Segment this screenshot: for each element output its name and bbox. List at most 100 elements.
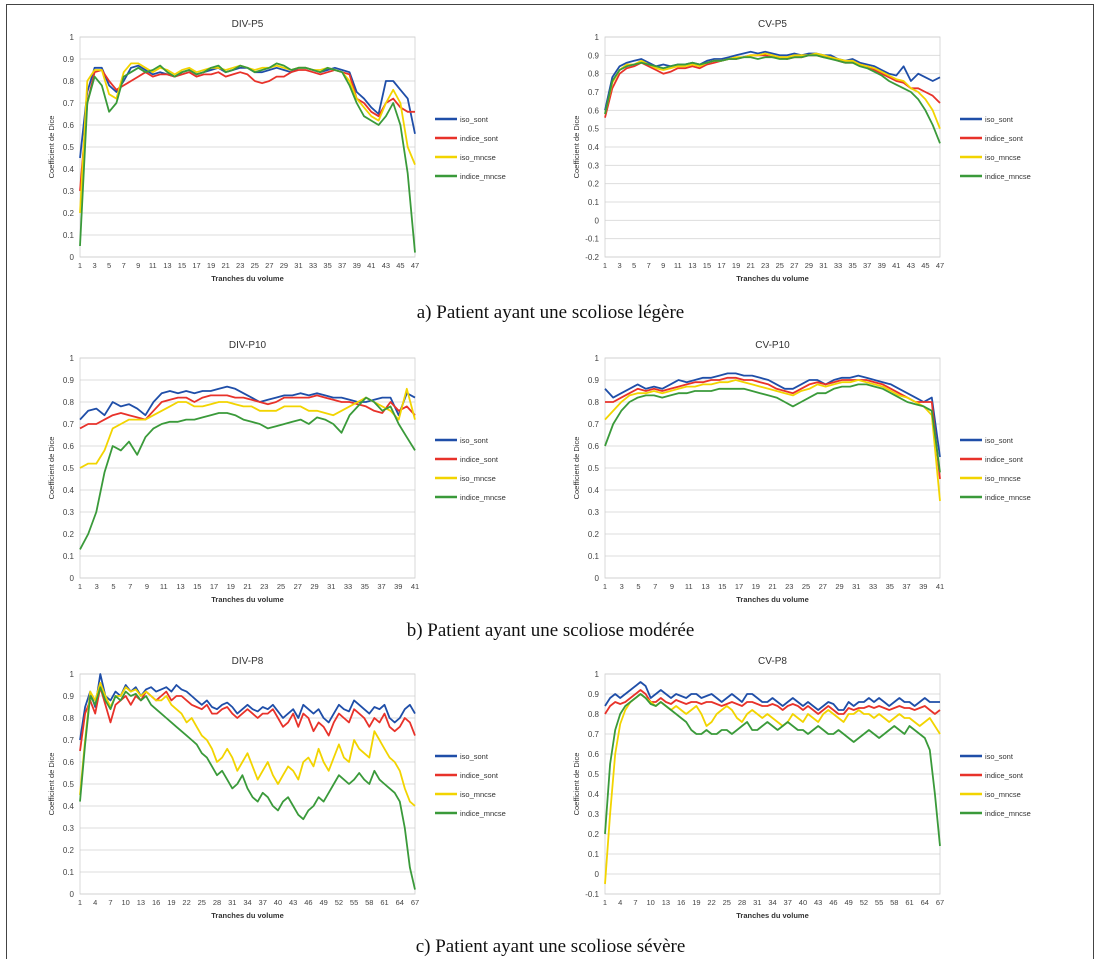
x-tick-label: 23 bbox=[785, 582, 793, 591]
y-tick-label: 0.4 bbox=[588, 486, 600, 495]
y-tick-label: 0.6 bbox=[588, 442, 600, 451]
x-tick-label: 52 bbox=[860, 898, 868, 907]
series-line-2 bbox=[79, 686, 416, 752]
series-line-3 bbox=[604, 693, 941, 885]
legend-label: iso_mncse bbox=[460, 153, 496, 162]
legend-label: indice_sont bbox=[460, 771, 499, 780]
series-line-1 bbox=[79, 673, 416, 741]
x-tick-label: 67 bbox=[936, 898, 944, 907]
x-tick-label: 41 bbox=[411, 582, 419, 591]
y-tick-label: 0.9 bbox=[588, 690, 600, 699]
y-tick-label: 0.1 bbox=[63, 231, 75, 240]
series-line-3 bbox=[79, 387, 416, 469]
plot-area bbox=[604, 36, 941, 258]
plot-area bbox=[79, 36, 416, 258]
x-tick-label: 46 bbox=[829, 898, 837, 907]
y-tick-label: 0.5 bbox=[588, 464, 600, 473]
chart-svg: 00.10.20.30.40.50.60.70.80.911 3 5 7 9 11 13 15… bbox=[572, 340, 1031, 604]
y-tick-label: 0.8 bbox=[63, 398, 75, 407]
x-tick-label: 13 bbox=[137, 898, 145, 907]
y-tick-label: 0.5 bbox=[588, 770, 600, 779]
y-tick-label: 0.1 bbox=[63, 552, 75, 561]
plot-area bbox=[604, 673, 941, 895]
x-tick-label: 43 bbox=[382, 261, 390, 270]
x-tick-label: 1 bbox=[78, 582, 82, 591]
x-tick-label: 37 bbox=[377, 582, 385, 591]
x-tick-label: 4 bbox=[618, 898, 622, 907]
y-tick-label: 0.4 bbox=[588, 143, 600, 152]
x-tick-label: 13 bbox=[701, 582, 709, 591]
y-tick-label: 0.6 bbox=[63, 758, 75, 767]
y-axis-label: Coefficient de Dice bbox=[572, 437, 581, 500]
legend-label: iso_sont bbox=[460, 436, 489, 445]
legend-label: indice_sont bbox=[985, 455, 1024, 464]
y-tick-label: 0.6 bbox=[588, 750, 600, 759]
legend-label: iso_sont bbox=[985, 436, 1014, 445]
x-tick-label: 9 bbox=[670, 582, 674, 591]
x-tick-label: 17 bbox=[735, 582, 743, 591]
legend-label: indice_mncse bbox=[985, 172, 1031, 181]
x-tick-label: 52 bbox=[335, 898, 343, 907]
x-tick-label: 55 bbox=[875, 898, 883, 907]
y-tick-label: 0.8 bbox=[588, 70, 600, 79]
series-line-3 bbox=[79, 681, 416, 807]
y-tick-label: 0.9 bbox=[63, 376, 75, 385]
y-tick-label: 0 bbox=[595, 574, 600, 583]
x-tick-label: 17 bbox=[192, 261, 200, 270]
chart-title: DIV-P5 bbox=[232, 19, 264, 30]
x-tick-label: 16 bbox=[677, 898, 685, 907]
x-tick-label: 25 bbox=[251, 261, 259, 270]
x-tick-label: 1 bbox=[78, 261, 82, 270]
y-tick-label: 0.4 bbox=[63, 486, 75, 495]
y-tick-label: 0.9 bbox=[63, 55, 75, 64]
x-tick-label: 21 bbox=[221, 261, 229, 270]
x-tick-label: 31 bbox=[753, 898, 761, 907]
y-tick-label: 0.3 bbox=[588, 161, 600, 170]
series-line-3 bbox=[604, 379, 941, 502]
x-tick-label: 29 bbox=[835, 582, 843, 591]
x-tick-label: 7 bbox=[633, 898, 637, 907]
caption-b: b) Patient ayant une scoliose modérée bbox=[406, 620, 695, 641]
y-tick-label: 0.8 bbox=[588, 398, 600, 407]
x-tick-label: 1 bbox=[603, 898, 607, 907]
x-tick-label: 61 bbox=[905, 898, 913, 907]
y-tick-label: 0.1 bbox=[588, 552, 600, 561]
x-tick-label: 35 bbox=[323, 261, 331, 270]
x-tick-label: 33 bbox=[344, 582, 352, 591]
x-tick-label: 21 bbox=[243, 582, 251, 591]
series-line-1 bbox=[604, 50, 941, 111]
legend-label: indice_mncse bbox=[460, 809, 506, 818]
y-tick-label: 0.6 bbox=[63, 121, 75, 130]
x-tick-label: 29 bbox=[280, 261, 288, 270]
x-tick-label: 21 bbox=[746, 261, 754, 270]
x-tick-label: 23 bbox=[260, 582, 268, 591]
x-tick-label: 29 bbox=[310, 582, 318, 591]
x-tick-label: 17 bbox=[210, 582, 218, 591]
x-tick-label: 40 bbox=[799, 898, 807, 907]
chart-svg: 00.10.20.30.40.50.60.70.80.911 3 5 7 9 11 13 15… bbox=[47, 19, 506, 283]
x-tick-label: 19 bbox=[732, 261, 740, 270]
chart-cv-p5: -0.2 -0.1 0 0.1 0.2 0.3 0.4 0.5 0.6 0.7 0.8 0.9 1 1 3 5… bbox=[535, 15, 1055, 305]
x-tick-label: 15 bbox=[718, 582, 726, 591]
y-tick-label: 0.8 bbox=[588, 710, 600, 719]
x-tick-label: 19 bbox=[167, 898, 175, 907]
series-line-4 bbox=[604, 383, 941, 473]
x-tick-label: 64 bbox=[921, 898, 929, 907]
y-tick-label: 0.7 bbox=[63, 736, 75, 745]
x-tick-label: 33 bbox=[834, 261, 842, 270]
y-tick-label: 0.3 bbox=[63, 187, 75, 196]
x-axis-label: Tranches du volume bbox=[211, 595, 284, 604]
chart-svg: -0.1 0 0.1 0.2 0.3 0.4 0.5 0.6 0.7 0.8 0.9 1 1 4 7 10 13… bbox=[572, 656, 1031, 920]
y-tick-label: 0.7 bbox=[588, 420, 600, 429]
x-tick-label: 31 bbox=[327, 582, 335, 591]
x-tick-label: 39 bbox=[353, 261, 361, 270]
x-tick-label: 3 bbox=[92, 261, 96, 270]
chart-cv-p10: 0 0.1 0.2 0.3 0.4 0.5 0.6 0.7 0.8 0.9 1 1 3 5 7 9 11 13 15… bbox=[535, 336, 1055, 626]
x-tick-label: 37 bbox=[863, 261, 871, 270]
chart-title: CV-P5 bbox=[758, 19, 787, 30]
x-tick-label: 67 bbox=[411, 898, 419, 907]
chart-div-p10: 0 0.1 0.2 0.3 0.4 0.5 0.6 0.7 0.8 0.9 1 1 3 5 7 9 11 13 15… bbox=[10, 336, 530, 626]
series-line-4 bbox=[79, 396, 416, 550]
y-tick-label: 0.5 bbox=[63, 780, 75, 789]
x-axis-label: Tranches du volume bbox=[736, 595, 809, 604]
